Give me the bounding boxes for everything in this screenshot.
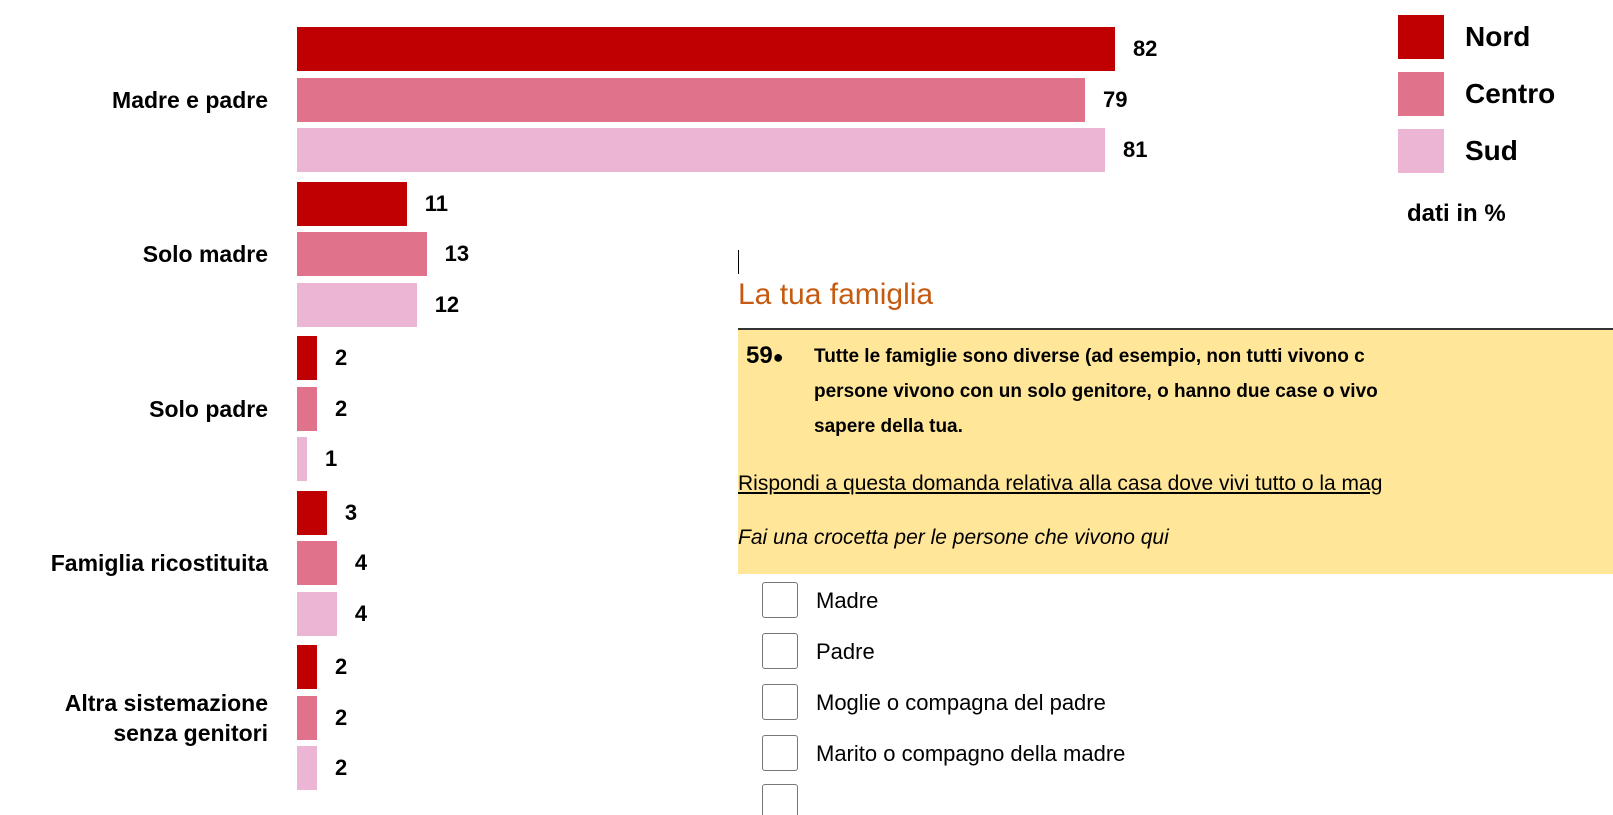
value-label: 12 (434, 291, 460, 317)
bar (297, 591, 337, 636)
bar (297, 645, 317, 689)
option-label: Moglie o compagna del padre (816, 690, 1106, 715)
bar (297, 490, 327, 535)
legend-label: Sud (1465, 135, 1518, 166)
bar (297, 77, 1086, 122)
checkbox[interactable] (762, 633, 798, 669)
legend-label: Nord (1465, 21, 1531, 52)
bar (297, 27, 1115, 71)
category-label: Solo padre (149, 395, 268, 422)
legend-swatch (1398, 72, 1444, 116)
question-number: 59● (746, 342, 784, 370)
value-label: 4 (354, 600, 368, 626)
cursor-line (738, 250, 739, 274)
note: dati in % (1407, 200, 1506, 227)
option-label: Padre (816, 639, 875, 664)
checkbox[interactable] (762, 784, 798, 815)
value-label: 2 (334, 395, 348, 421)
value-label: 1 (324, 446, 338, 472)
legend-swatch (1398, 15, 1444, 59)
bar (297, 541, 337, 586)
bar (297, 232, 427, 277)
bar (297, 128, 1105, 173)
option-label: Madre (816, 588, 879, 613)
value-label: 2 (334, 345, 348, 370)
value-label: 82 (1132, 36, 1158, 61)
value-label: 4 (354, 550, 368, 576)
questionnaire: La tua famiglia 59● Tutte le famiglie so… (738, 248, 1613, 815)
question-number-text: 59 (746, 342, 773, 369)
value-label: 81 (1122, 137, 1148, 163)
checkbox[interactable] (762, 582, 798, 618)
instruction: Rispondi a questa domanda relativa alla … (738, 472, 1383, 495)
value-label: 13 (444, 241, 470, 267)
bar (297, 437, 307, 482)
question-line: sapere della tua. (814, 416, 963, 437)
bar (297, 336, 317, 380)
bar (297, 746, 317, 791)
bar (297, 386, 317, 431)
bar (297, 282, 417, 327)
value-label: 11 (424, 190, 448, 216)
bar (297, 695, 317, 740)
bar (297, 181, 407, 226)
checkbox[interactable] (762, 684, 798, 720)
checkbox[interactable] (762, 735, 798, 771)
question-line: persone vivono con un solo genitore, o h… (814, 381, 1378, 402)
question-line: Tutte le famiglie sono diverse (ad esemp… (814, 346, 1365, 367)
option-label: Marito o compagno della madre (816, 741, 1126, 766)
category-label: Madre e padre (112, 86, 268, 113)
category-label: Altra sistemazione senza genitori (64, 689, 268, 746)
category-label: Solo madre (142, 241, 268, 268)
category-label: Famiglia ricostituita (50, 550, 268, 577)
legend-label: Centro (1465, 78, 1556, 109)
value-label: 2 (334, 755, 348, 781)
value-label: 79 (1103, 86, 1128, 112)
value-label: 3 (344, 499, 358, 525)
hint: Fai una crocetta per le persone che vivo… (738, 526, 1169, 549)
inset-title: La tua famiglia (738, 278, 934, 311)
value-label: 2 (334, 704, 348, 730)
legend-swatch (1398, 129, 1444, 173)
bullet: ● (772, 347, 784, 367)
question-box: 59● Tutte le famiglie sono diverse (ad e… (738, 328, 1613, 574)
value-label: 2 (334, 654, 348, 679)
